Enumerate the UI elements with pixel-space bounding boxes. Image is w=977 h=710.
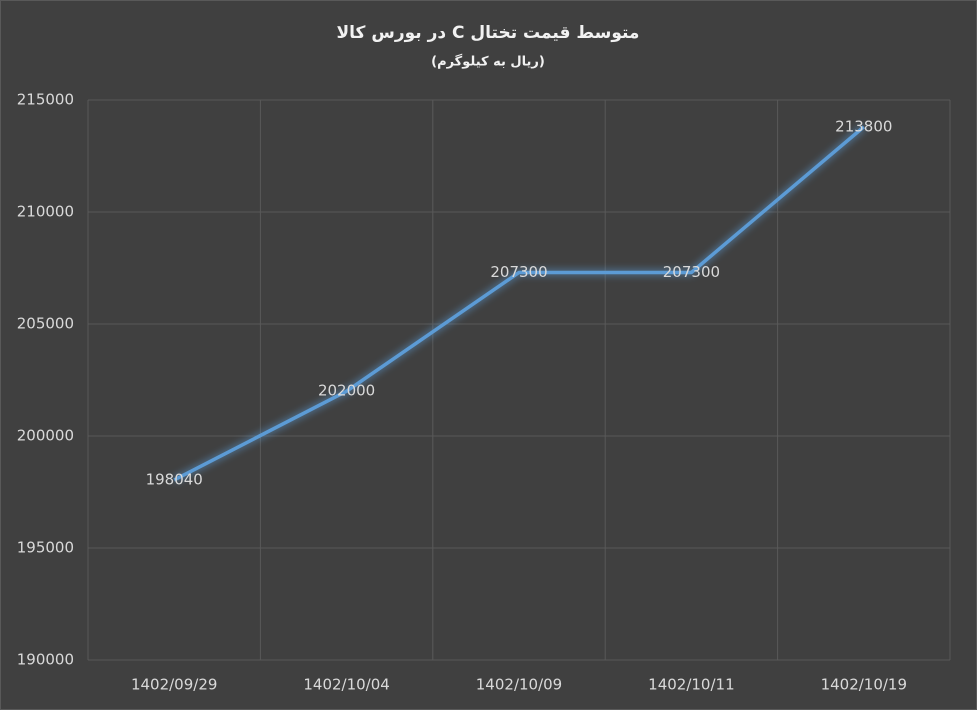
data-label: 202000 <box>318 382 375 400</box>
data-label: 198040 <box>146 470 203 488</box>
chart-subtitle: (ریال به کیلوگرم) <box>431 54 545 70</box>
y-tick-label: 210000 <box>17 203 74 221</box>
y-tick-label: 205000 <box>17 315 74 333</box>
x-tick-label: 1402/10/04 <box>303 676 389 694</box>
x-tick-label: 1402/10/11 <box>648 676 734 694</box>
data-label: 213800 <box>835 117 892 135</box>
y-tick-label: 195000 <box>17 539 74 557</box>
x-tick-label: 1402/10/19 <box>821 676 907 694</box>
x-tick-label: 1402/10/09 <box>476 676 562 694</box>
data-label: 207300 <box>663 263 720 281</box>
y-tick-label: 215000 <box>17 91 74 109</box>
data-label: 207300 <box>490 263 547 281</box>
y-tick-label: 190000 <box>17 651 74 669</box>
chart-title: متوسط قیمت تختال C در بورس کالا <box>337 23 640 43</box>
y-tick-label: 200000 <box>17 427 74 445</box>
line <box>173 125 865 482</box>
x-tick-label: 1402/09/29 <box>131 676 217 694</box>
